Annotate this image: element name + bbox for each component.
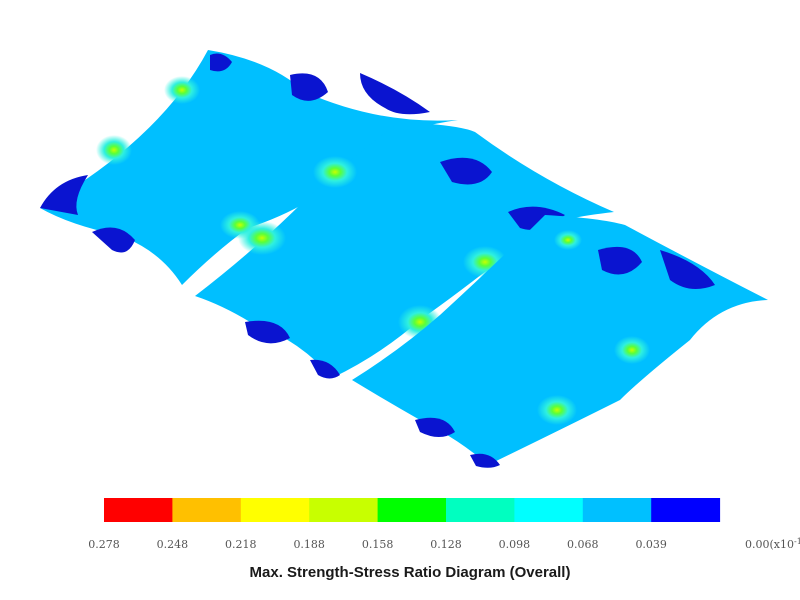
legend-swatch — [104, 498, 173, 522]
stress-hotspot — [554, 230, 582, 250]
stress-hotspot — [614, 336, 650, 364]
low-stress-zone — [245, 320, 290, 344]
low-stress-zone — [598, 246, 642, 275]
low-stress-zone — [360, 73, 430, 115]
membrane-panel-3 — [352, 215, 768, 468]
legend-tick-label: 0.248 — [157, 538, 189, 551]
stress-hotspot — [537, 395, 577, 425]
stress-hotspot — [96, 135, 132, 165]
legend-swatch — [446, 498, 515, 522]
legend-tick-label: 0.098 — [499, 538, 531, 551]
legend-swatch — [309, 498, 379, 522]
membrane-panel-2 — [195, 122, 614, 379]
low-stress-zone — [290, 73, 328, 101]
color-legend: 0.278 0.248 0.218 0.188 0.158 0.128 0.098 0.068… — [88, 498, 721, 551]
low-stress-zone — [660, 250, 715, 289]
legend-tick-label: 0.278 — [88, 538, 120, 551]
legend-swatch — [172, 498, 242, 522]
stress-hotspot — [164, 76, 200, 104]
diagram-title: Max. Strength-Stress Ratio Diagram (Over… — [250, 564, 571, 581]
legend-tick-label: 0.218 — [225, 538, 257, 551]
low-stress-zone — [470, 453, 500, 468]
low-stress-zone — [210, 53, 232, 72]
low-stress-zone — [92, 227, 135, 253]
legend-swatch — [240, 498, 310, 522]
legend-tick-label: 0.039 — [635, 538, 667, 551]
legend-tick-label: 0.128 — [430, 538, 462, 551]
legend-swatch — [582, 498, 652, 522]
legend-unit-label: 0.00(x10-1) — [745, 537, 800, 552]
low-stress-zone — [310, 359, 340, 379]
legend-swatch — [377, 498, 447, 522]
low-stress-zone — [440, 157, 492, 185]
legend-swatch — [514, 498, 584, 522]
legend-swatch — [651, 498, 721, 522]
legend-tick-label: 0.158 — [362, 538, 394, 551]
legend-tick-label: 0.188 — [293, 538, 325, 551]
low-stress-zone — [415, 417, 455, 437]
legend-tick-label: 0.068 — [567, 538, 599, 551]
low-stress-zone — [40, 175, 88, 215]
stress-hotspot — [238, 221, 286, 255]
stress-hotspot — [313, 156, 357, 188]
